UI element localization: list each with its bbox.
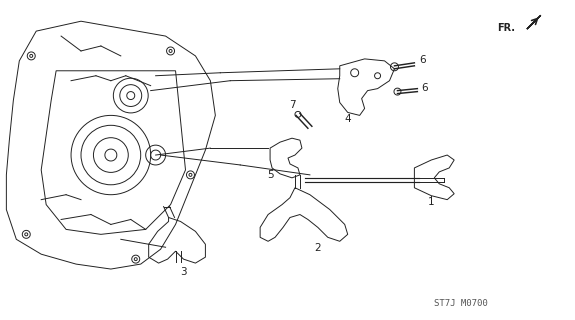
Text: 5: 5 <box>267 170 273 180</box>
Text: 6: 6 <box>419 55 426 65</box>
Text: 4: 4 <box>344 114 351 124</box>
Text: FR.: FR. <box>497 23 515 33</box>
Text: 2: 2 <box>315 243 321 253</box>
Text: 6: 6 <box>421 83 428 92</box>
Text: 1: 1 <box>428 196 435 207</box>
Text: 7: 7 <box>289 100 296 110</box>
Text: 3: 3 <box>180 267 187 277</box>
Text: ST7J M0700: ST7J M0700 <box>434 299 488 308</box>
Polygon shape <box>527 15 540 29</box>
